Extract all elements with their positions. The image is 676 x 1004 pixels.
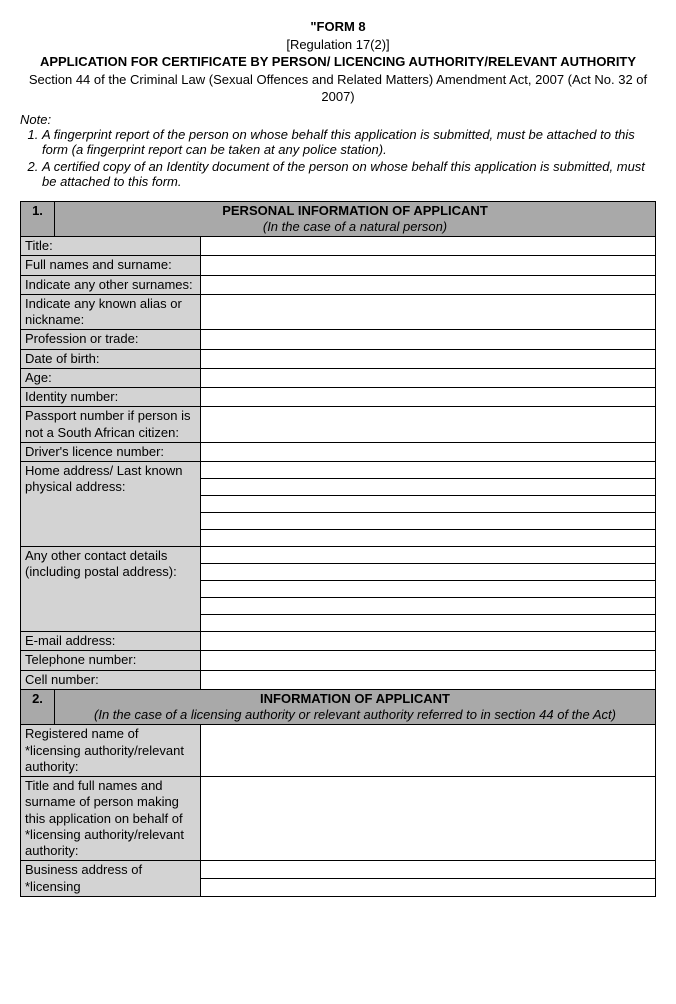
field-label: Profession or trade: <box>21 330 201 349</box>
field-value[interactable] <box>201 368 656 387</box>
section-title: INFORMATION OF APPLICANT <box>59 691 651 707</box>
field-label: Title: <box>21 237 201 256</box>
note-item: A fingerprint report of the person on wh… <box>42 127 656 157</box>
field-value[interactable] <box>201 388 656 407</box>
field-value[interactable] <box>201 615 656 632</box>
field-value[interactable] <box>201 651 656 670</box>
field-value[interactable] <box>201 237 656 256</box>
field-value[interactable] <box>201 479 656 496</box>
notes-label: Note: <box>20 112 656 127</box>
field-label: E-mail address: <box>21 632 201 651</box>
field-value[interactable] <box>201 777 656 861</box>
field-value[interactable] <box>201 462 656 479</box>
field-value[interactable] <box>201 330 656 349</box>
field-value[interactable] <box>201 294 656 330</box>
field-label: Home address/ Last known physical addres… <box>21 462 201 547</box>
field-label: Cell number: <box>21 670 201 689</box>
form-title: APPLICATION FOR CERTIFICATE BY PERSON/ L… <box>20 53 656 71</box>
field-label: Title and full names and surname of pers… <box>21 777 201 861</box>
field-value[interactable] <box>201 879 656 897</box>
section-ref: Section 44 of the Criminal Law (Sexual O… <box>20 71 656 106</box>
field-value[interactable] <box>201 564 656 581</box>
field-label: Business address of *licensing <box>21 861 201 897</box>
section-header: PERSONAL INFORMATION OF APPLICANT(In the… <box>55 201 656 237</box>
field-value[interactable] <box>201 349 656 368</box>
section-subtitle: (In the case of a licensing authority or… <box>59 707 651 723</box>
field-label: Indicate any known alias or nickname: <box>21 294 201 330</box>
field-value[interactable] <box>201 670 656 689</box>
field-value[interactable] <box>201 496 656 513</box>
section-title: PERSONAL INFORMATION OF APPLICANT <box>59 203 651 219</box>
field-value[interactable] <box>201 861 656 879</box>
field-value[interactable] <box>201 530 656 547</box>
field-value[interactable] <box>201 598 656 615</box>
field-value[interactable] <box>201 442 656 461</box>
note-item: A certified copy of an Identity document… <box>42 159 656 189</box>
regulation-ref: [Regulation 17(2)] <box>20 36 656 54</box>
field-value[interactable] <box>201 275 656 294</box>
field-value[interactable] <box>201 725 656 777</box>
section-number: 1. <box>21 201 55 237</box>
field-value[interactable] <box>201 632 656 651</box>
field-label: Age: <box>21 368 201 387</box>
field-label: Passport number if person is not a South… <box>21 407 201 443</box>
field-value[interactable] <box>201 256 656 275</box>
field-value[interactable] <box>201 513 656 530</box>
form-number: "FORM 8 <box>20 18 656 36</box>
field-label: Driver's licence number: <box>21 442 201 461</box>
field-label: Date of birth: <box>21 349 201 368</box>
form-header: "FORM 8 [Regulation 17(2)] APPLICATION F… <box>20 18 656 106</box>
field-label: Any other contact details (including pos… <box>21 547 201 632</box>
field-label: Full names and surname: <box>21 256 201 275</box>
field-label: Indicate any other surnames: <box>21 275 201 294</box>
notes: Note: A fingerprint report of the person… <box>20 112 656 189</box>
field-label: Telephone number: <box>21 651 201 670</box>
field-label: Identity number: <box>21 388 201 407</box>
field-value[interactable] <box>201 407 656 443</box>
field-value[interactable] <box>201 547 656 564</box>
notes-list: A fingerprint report of the person on wh… <box>20 127 656 189</box>
section-number: 2. <box>21 689 55 725</box>
field-value[interactable] <box>201 581 656 598</box>
section-subtitle: (In the case of a natural person) <box>59 219 651 235</box>
section-header: INFORMATION OF APPLICANT(In the case of … <box>55 689 656 725</box>
application-form-table: 1.PERSONAL INFORMATION OF APPLICANT(In t… <box>20 201 656 897</box>
field-label: Registered name of *licensing authority/… <box>21 725 201 777</box>
